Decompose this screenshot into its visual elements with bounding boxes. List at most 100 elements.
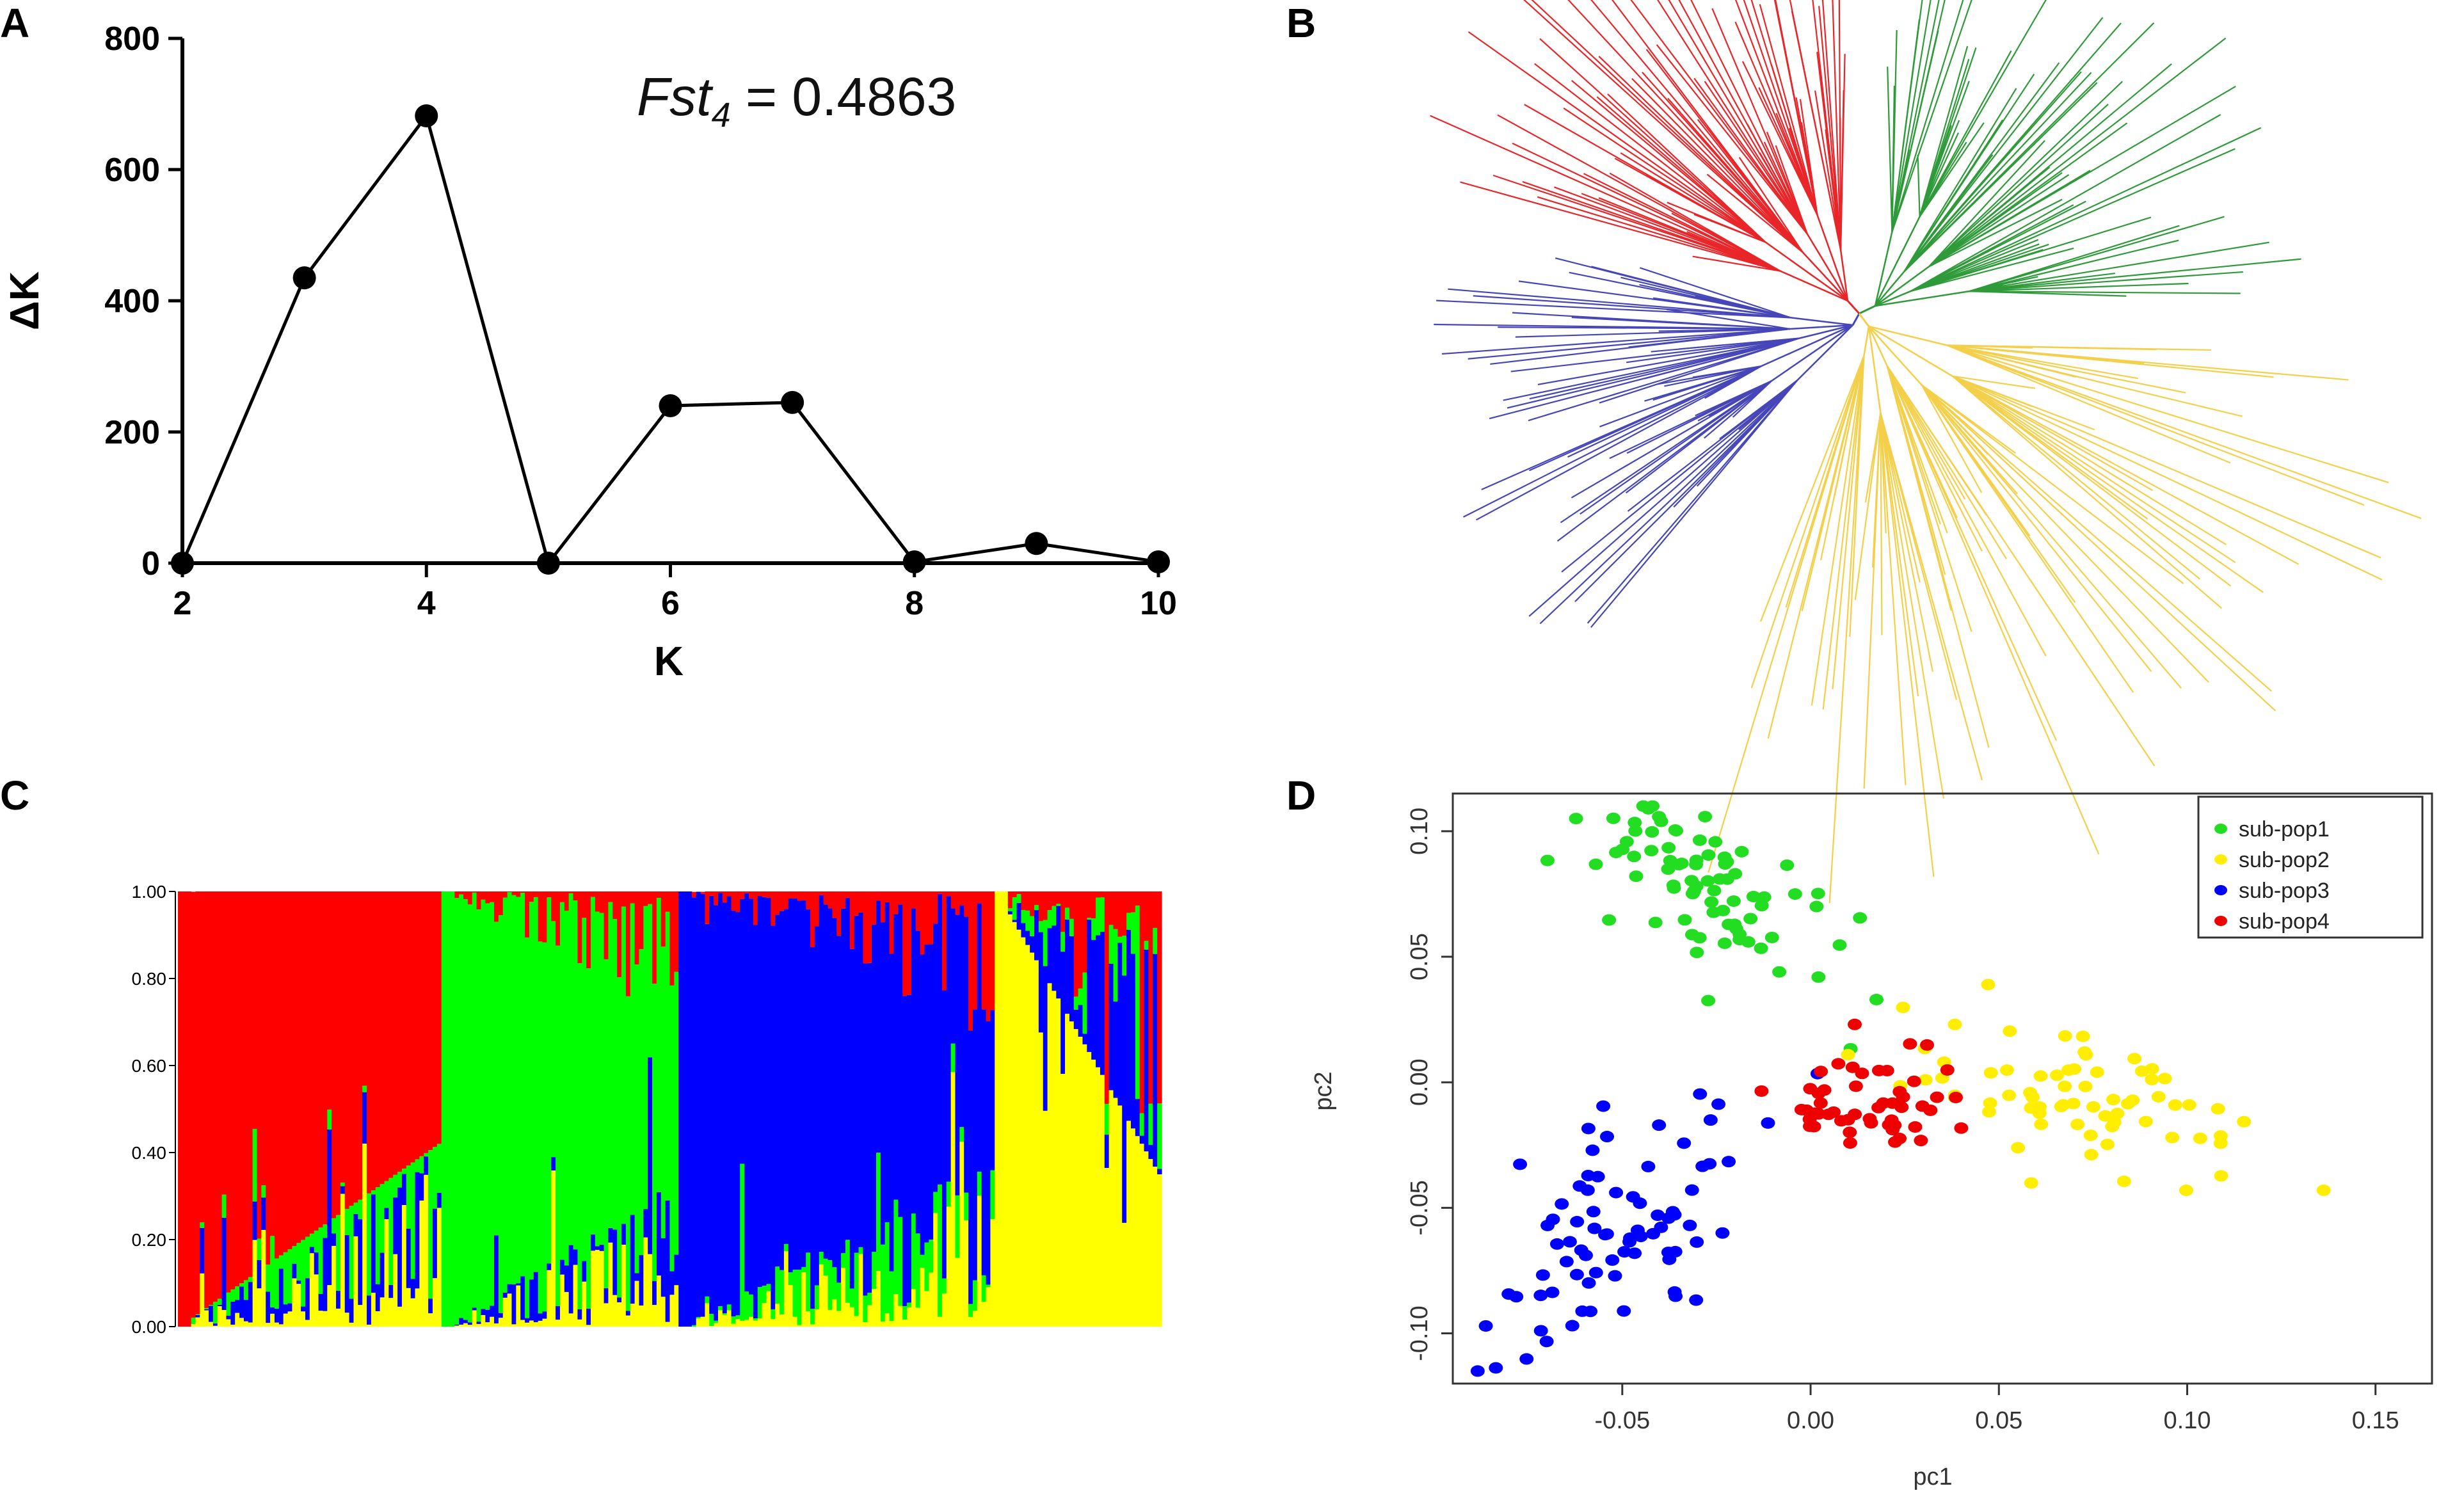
tree-branch [1952, 375, 2222, 609]
c-bar-segment-red [845, 891, 851, 898]
d-data-point [2237, 1115, 2252, 1128]
c-bar-segment-red [318, 891, 324, 1228]
c-individual-bar [858, 891, 864, 1327]
d-legend-label: sub-pop3 [2239, 879, 2330, 903]
c-bar-segment-green [358, 1199, 363, 1220]
c-bar-segment-red [630, 891, 636, 904]
c-individual-bar [498, 891, 504, 1327]
c-bar-segment-red [520, 891, 525, 893]
c-individual-bar [819, 891, 824, 1327]
panel-d-pca-scatter: -0.05 0.00 0.05 0.10 0.15 -0.10-0.050.000.05… [1310, 792, 2433, 1490]
c-bar-segment-red [775, 891, 780, 915]
tree-branch [1522, 180, 1781, 272]
c-individual-bar [691, 891, 697, 1327]
c-individual-bar [832, 891, 837, 1327]
c-individual-bar [823, 891, 829, 1327]
c-bar-segment-yellow [907, 1307, 912, 1327]
c-individual-bar [1135, 891, 1140, 1327]
c-bar-segment-yellow [1096, 1067, 1101, 1327]
c-bar-segment-green [472, 892, 477, 1308]
d-data-point [2165, 1131, 2180, 1144]
c-bar-segment-blue [950, 908, 956, 1044]
c-bar-segment-green [946, 1181, 952, 1207]
c-bar-segment-red [323, 891, 328, 1225]
c-bar-segment-green [1139, 1113, 1145, 1136]
c-bar-segment-red [1007, 891, 1013, 909]
c-bar-segment-green [217, 1298, 223, 1305]
d-data-point [1684, 1184, 1699, 1196]
tree-branch [1946, 344, 2139, 379]
tree-branch [1704, 380, 1772, 439]
c-individual-bar [1060, 891, 1066, 1327]
tree-internal-branch [1796, 324, 1853, 381]
c-bar-segment-red [1082, 891, 1087, 973]
c-bar-segment-red [494, 891, 499, 922]
c-bar-segment-green [432, 1147, 438, 1209]
c-bar-segment-yellow [436, 1208, 442, 1327]
a-data-point [415, 104, 438, 127]
tree-branch [1880, 412, 1921, 583]
c-bar-segment-blue [200, 1227, 205, 1273]
c-bar-segment-red [941, 891, 947, 991]
tree-branch [1952, 375, 2154, 491]
c-bar-segment-blue [753, 925, 758, 1319]
c-bar-segment-red [278, 891, 284, 1256]
c-bar-segment-blue [318, 1294, 324, 1311]
c-bar-segment-green [292, 1246, 297, 1264]
c-bar-segment-yellow [235, 1313, 240, 1327]
tree-branch [1759, 4, 1818, 216]
c-bar-segment-green [643, 906, 648, 1210]
c-individual-bar [401, 891, 407, 1327]
c-bar-segment-green [340, 1182, 346, 1186]
c-bar-segment-green [424, 1153, 429, 1157]
c-bar-segment-green [221, 1194, 227, 1218]
d-data-point [2098, 1110, 2113, 1122]
c-bar-segment-green [467, 904, 473, 1323]
c-bar-segment-yellow [744, 1320, 749, 1327]
c-bar-segment-yellow [1073, 1029, 1079, 1327]
a-y-tick-label: 200 [104, 414, 160, 451]
c-bar-segment-blue [301, 1306, 306, 1312]
c-bar-segment-blue [972, 1009, 978, 1281]
tree-branch [1539, 38, 1766, 243]
c-bar-segment-yellow [700, 1316, 705, 1327]
c-bar-segment-blue [832, 918, 837, 1268]
c-bar-segment-blue [388, 1284, 394, 1298]
c-bar-segment-red [823, 891, 829, 905]
c-individual-bar [278, 891, 284, 1327]
c-individual-bar [507, 891, 513, 1327]
a-y-tick-label: 400 [104, 283, 160, 320]
d-data-point [1519, 1353, 1534, 1365]
tree-branch [1468, 328, 1790, 360]
c-bar-segment-green [323, 1224, 328, 1238]
c-bar-segment-green [415, 1159, 420, 1172]
c-bar-segment-red [191, 891, 196, 1318]
c-bar-segment-blue [775, 914, 780, 1267]
c-individual-bar [384, 891, 389, 1327]
c-bar-segment-blue [415, 1172, 420, 1289]
c-individual-bar [577, 891, 582, 1327]
c-bar-segment-red [538, 891, 543, 942]
d-y-tick-label: -0.05 [1406, 1180, 1433, 1236]
c-bar-segment-red [938, 891, 943, 894]
c-bar-segment-green [445, 891, 451, 1327]
c-bar-segment-yellow [525, 1322, 530, 1327]
c-y-tick-label: 0.60 [132, 1056, 167, 1076]
c-bar-segment-red [915, 891, 921, 931]
tree-branch [1910, 200, 2086, 292]
c-individual-bar [314, 891, 319, 1327]
c-individual-bar [1104, 891, 1110, 1327]
d-data-point [1628, 817, 1642, 829]
tree-branch [1534, 63, 1766, 243]
c-bar-segment-red [950, 891, 956, 909]
d-data-point [1802, 1120, 1817, 1132]
c-bar-segment-yellow [959, 1141, 964, 1327]
c-bar-segment-green [625, 996, 631, 1311]
d-data-point [1841, 1049, 1855, 1061]
c-bar-segment-yellow [582, 1281, 587, 1327]
c-bar-segment-blue [1060, 951, 1066, 1074]
d-data-point [2050, 1069, 2065, 1082]
c-bar-segment-blue [696, 891, 701, 1318]
c-bar-segment-yellow [432, 1278, 438, 1327]
c-bar-segment-yellow [977, 1195, 982, 1327]
